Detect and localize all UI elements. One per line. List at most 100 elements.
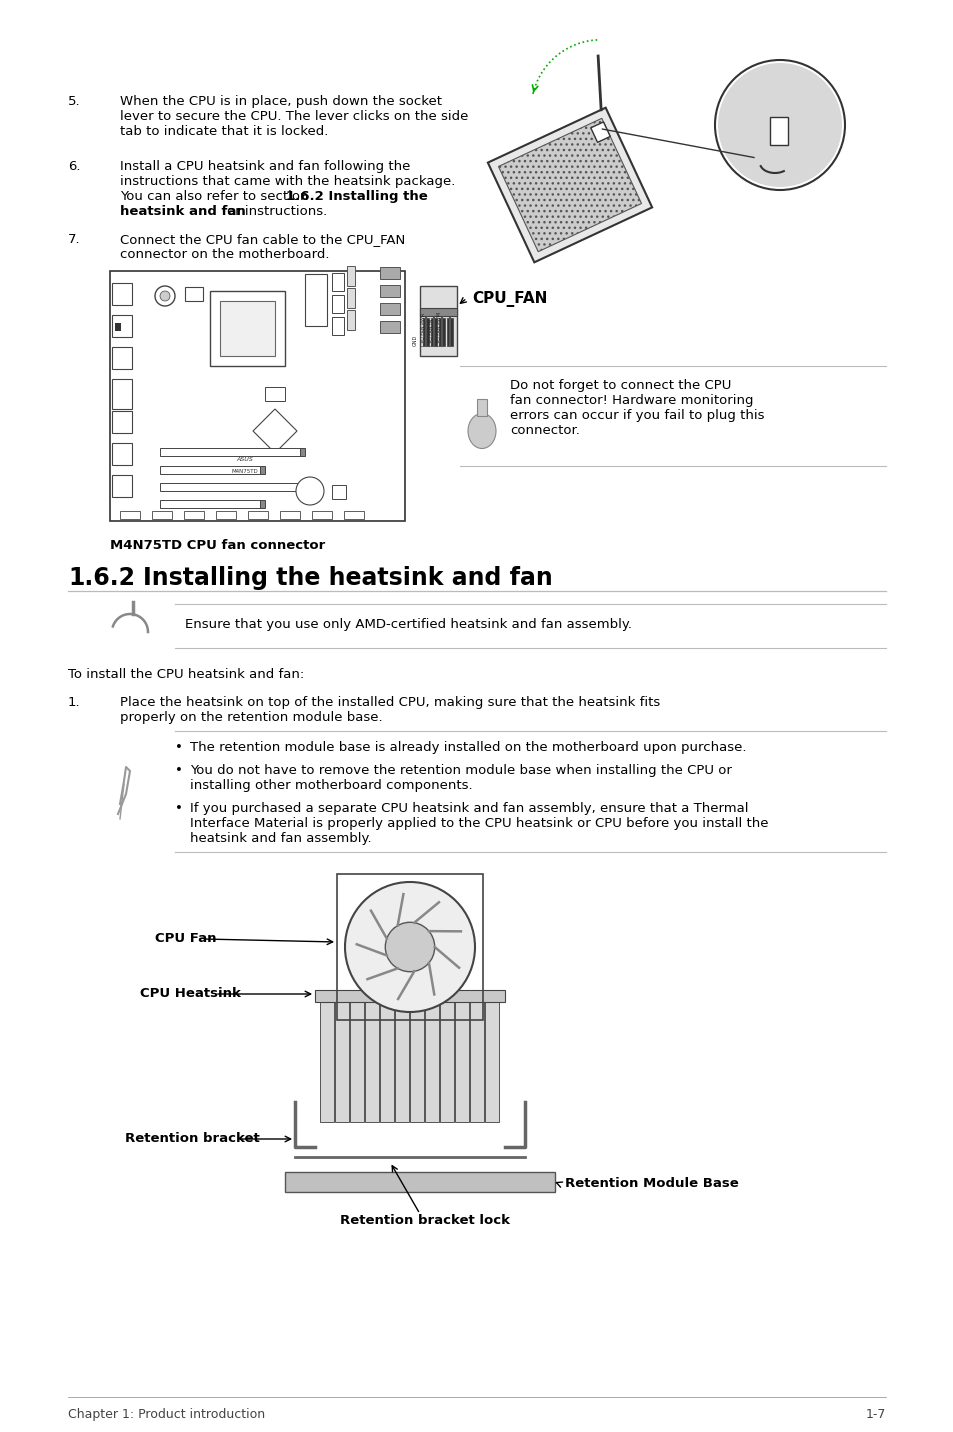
Bar bbox=[379, 266, 399, 279]
Text: CPU Heatsink: CPU Heatsink bbox=[140, 987, 240, 1000]
Bar bbox=[112, 411, 132, 432]
Bar bbox=[410, 1002, 423, 1123]
Bar bbox=[484, 1002, 498, 1123]
Bar bbox=[185, 286, 203, 301]
Text: 1.: 1. bbox=[68, 696, 81, 709]
Bar bbox=[112, 284, 132, 305]
Bar bbox=[115, 324, 121, 331]
Text: heatsink and fan assembly.: heatsink and fan assembly. bbox=[190, 832, 372, 845]
Circle shape bbox=[160, 291, 170, 301]
Bar bbox=[280, 511, 299, 518]
Text: You can also refer to section: You can also refer to section bbox=[120, 190, 313, 203]
Text: properly on the retention module base.: properly on the retention module base. bbox=[120, 712, 382, 725]
Text: •: • bbox=[174, 765, 183, 778]
Text: Chapter 1: Product introduction: Chapter 1: Product introduction bbox=[68, 1408, 265, 1421]
Text: To install the CPU heatsink and fan:: To install the CPU heatsink and fan: bbox=[68, 667, 304, 682]
Text: CPU FAN PWM: CPU FAN PWM bbox=[436, 312, 441, 347]
Text: CPU FAN PWR: CPU FAN PWR bbox=[420, 312, 426, 347]
Text: 5.: 5. bbox=[68, 95, 81, 107]
Bar bbox=[248, 511, 268, 518]
Circle shape bbox=[714, 60, 844, 190]
Text: You do not have to remove the retention module base when installing the CPU or: You do not have to remove the retention … bbox=[190, 765, 731, 778]
Text: Installing the heatsink and fan: Installing the heatsink and fan bbox=[143, 566, 552, 590]
Text: The retention module base is already installed on the motherboard upon purchase.: The retention module base is already ins… bbox=[190, 740, 745, 755]
Text: ASUS: ASUS bbox=[236, 457, 253, 463]
Text: GND: GND bbox=[413, 335, 417, 347]
Circle shape bbox=[718, 63, 841, 188]
Text: 1.6.2: 1.6.2 bbox=[68, 566, 135, 590]
Bar bbox=[769, 117, 787, 145]
Bar bbox=[455, 1002, 469, 1123]
Bar bbox=[160, 448, 299, 455]
Polygon shape bbox=[253, 410, 296, 453]
Text: connector.: connector. bbox=[510, 424, 579, 437]
Polygon shape bbox=[487, 107, 652, 262]
Bar bbox=[470, 1002, 483, 1123]
Bar bbox=[260, 500, 265, 508]
Bar bbox=[344, 511, 364, 518]
Bar bbox=[332, 485, 346, 498]
Text: errors can occur if you fail to plug this: errors can occur if you fail to plug thi… bbox=[510, 410, 763, 422]
Bar bbox=[379, 304, 399, 315]
Text: M4N75TD: M4N75TD bbox=[232, 470, 258, 474]
Bar bbox=[379, 1002, 394, 1123]
Text: CPU FAN IN: CPU FAN IN bbox=[429, 319, 434, 347]
Polygon shape bbox=[476, 400, 486, 417]
Text: 7.: 7. bbox=[68, 233, 81, 246]
Bar bbox=[439, 1002, 454, 1123]
Text: •: • bbox=[174, 802, 183, 815]
Text: instructions that came with the heatsink package.: instructions that came with the heatsink… bbox=[120, 175, 455, 188]
Bar bbox=[299, 448, 305, 455]
Bar bbox=[220, 301, 274, 357]
Text: for instructions.: for instructions. bbox=[217, 205, 327, 218]
Bar bbox=[395, 1002, 409, 1123]
Bar bbox=[332, 274, 344, 291]
Bar bbox=[431, 318, 436, 347]
Bar bbox=[335, 1002, 349, 1123]
Bar bbox=[438, 318, 444, 347]
Text: 1.6.2 Installing the: 1.6.2 Installing the bbox=[286, 190, 428, 203]
Text: Do not forget to connect the CPU: Do not forget to connect the CPU bbox=[510, 379, 731, 392]
Text: When the CPU is in place, push down the socket: When the CPU is in place, push down the … bbox=[120, 95, 441, 107]
Bar bbox=[365, 1002, 378, 1123]
Text: connector on the motherboard.: connector on the motherboard. bbox=[120, 248, 329, 261]
Bar bbox=[347, 288, 355, 308]
Bar bbox=[422, 318, 429, 347]
Bar bbox=[419, 286, 456, 357]
Bar bbox=[112, 475, 132, 497]
Text: CPU_FAN: CPU_FAN bbox=[472, 291, 547, 306]
Polygon shape bbox=[590, 122, 610, 142]
Bar bbox=[379, 285, 399, 296]
Bar bbox=[332, 295, 344, 314]
Text: Interface Material is properly applied to the CPU heatsink or CPU before you ins: Interface Material is properly applied t… bbox=[190, 818, 768, 831]
Text: •: • bbox=[174, 740, 183, 755]
Bar bbox=[112, 442, 132, 465]
Bar bbox=[419, 308, 456, 316]
Text: Retention bracket: Retention bracket bbox=[125, 1133, 259, 1146]
Bar bbox=[215, 511, 235, 518]
Text: Retention bracket lock: Retention bracket lock bbox=[339, 1214, 510, 1227]
Bar bbox=[447, 318, 453, 347]
Bar bbox=[265, 387, 285, 401]
Bar bbox=[260, 465, 265, 474]
Text: CPU Fan: CPU Fan bbox=[154, 932, 216, 945]
Bar bbox=[314, 990, 504, 1002]
Bar bbox=[160, 500, 260, 508]
Bar bbox=[424, 1002, 438, 1123]
Circle shape bbox=[295, 477, 324, 505]
Bar bbox=[347, 266, 355, 286]
Bar bbox=[112, 315, 132, 337]
Text: Retention Module Base: Retention Module Base bbox=[564, 1177, 738, 1190]
Text: 1-7: 1-7 bbox=[864, 1408, 885, 1421]
Text: 6.: 6. bbox=[68, 160, 80, 173]
Text: Install a CPU heatsink and fan following the: Install a CPU heatsink and fan following… bbox=[120, 160, 410, 173]
Text: M4N75TD CPU fan connector: M4N75TD CPU fan connector bbox=[110, 538, 325, 551]
Ellipse shape bbox=[468, 414, 496, 448]
Text: Ensure that you use only AMD-certified heatsink and fan assembly.: Ensure that you use only AMD-certified h… bbox=[185, 619, 631, 632]
Bar bbox=[112, 379, 132, 410]
Bar bbox=[347, 309, 355, 329]
Bar bbox=[299, 483, 305, 491]
Bar bbox=[160, 465, 260, 474]
Bar bbox=[305, 274, 327, 326]
Text: fan connector! Hardware monitoring: fan connector! Hardware monitoring bbox=[510, 394, 753, 407]
